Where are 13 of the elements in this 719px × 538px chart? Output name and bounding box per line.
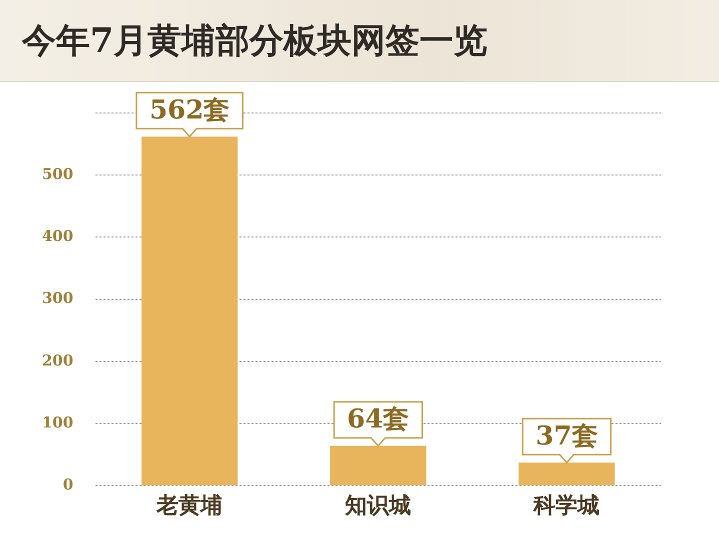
y-tick-label: 0 [62,475,74,494]
y-tick-label: 200 [42,351,74,370]
y-tick-label: 300 [42,289,74,308]
y-tick-label: 500 [42,164,74,183]
data-label: 37套 [536,421,598,452]
x-tick-label: 科学城 [532,492,600,519]
data-label: 562套 [149,95,230,126]
y-tick-label: 400 [42,227,74,246]
data-label: 64套 [347,404,410,435]
x-tick-label: 知识城 [344,492,412,519]
y-tick-label: 100 [42,413,74,432]
chart-title: 今年7月黄埔部分板块网签一览 [22,20,488,62]
x-tick-label: 老黄埔 [156,492,223,519]
